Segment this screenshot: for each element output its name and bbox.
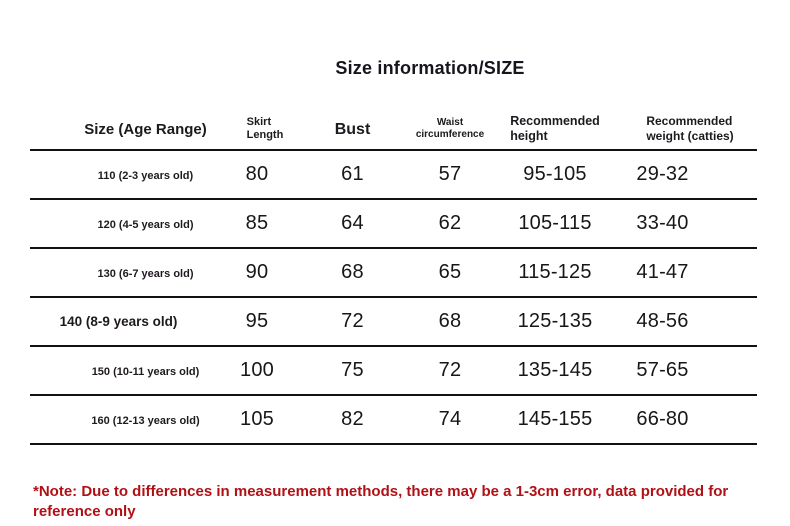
waist-cell: 62: [400, 199, 500, 249]
bust-cell: 64: [305, 199, 400, 249]
size-cell: 140 (8-9 years old): [30, 297, 225, 347]
table-row-130: 130 (6-7 years old) 90 68 65 115-125 41-…: [30, 248, 757, 298]
skirt-length-cell: 90: [225, 248, 305, 298]
measurement-note: *Note: Due to differences in measurement…: [33, 483, 729, 520]
waist-cell: 68: [400, 297, 500, 347]
weight-cell: 48-56: [610, 297, 757, 347]
skirt-length-cell: 105: [225, 395, 305, 445]
skirt-length-cell: 100: [225, 346, 305, 396]
weight-cell: 57-65: [610, 346, 757, 396]
column-header-bust: Bust: [305, 110, 400, 151]
size-cell: 160 (12-13 years old): [30, 395, 225, 445]
table-row-120: 120 (4-5 years old) 85 64 62 105-115 33-…: [30, 199, 757, 249]
waist-cell: 74: [400, 395, 500, 445]
size-table-body: 110 (2-3 years old) 80 61 57 95-105 29-3…: [30, 150, 757, 445]
height-cell: 115-125: [500, 248, 610, 298]
column-header-skirt-length: Skirt Length: [225, 110, 305, 151]
size-table: Size (Age Range) Skirt Length Bust: [30, 110, 757, 445]
column-header-size: Size (Age Range): [30, 110, 225, 151]
skirt-length-cell: 85: [225, 199, 305, 249]
weight-cell: 66-80: [610, 395, 757, 445]
page-title: Size information/SIZE: [335, 58, 525, 78]
bust-cell: 82: [305, 395, 400, 445]
size-table-header: Size (Age Range) Skirt Length Bust: [30, 110, 757, 151]
weight-cell: 41-47: [610, 248, 757, 298]
column-header-recommended-height: Recommended height: [500, 110, 610, 151]
size-cell: 110 (2-3 years old): [30, 150, 225, 200]
height-cell: 125-135: [500, 297, 610, 347]
skirt-length-cell: 80: [225, 150, 305, 200]
size-cell: 120 (4-5 years old): [30, 199, 225, 249]
table-row-110: 110 (2-3 years old) 80 61 57 95-105 29-3…: [30, 150, 757, 200]
column-header-waist: Waist circumference: [400, 110, 500, 151]
bust-cell: 61: [305, 150, 400, 200]
size-cell: 130 (6-7 years old): [30, 248, 225, 298]
waist-cell: 65: [400, 248, 500, 298]
height-cell: 105-115: [500, 199, 610, 249]
height-cell: 135-145: [500, 346, 610, 396]
weight-cell: 29-32: [610, 150, 757, 200]
column-header-recommended-weight: Recommended weight (catties): [610, 110, 757, 151]
waist-cell: 57: [400, 150, 500, 200]
size-cell: 150 (10-11 years old): [30, 346, 225, 396]
table-row-160: 160 (12-13 years old) 105 82 74 145-155 …: [30, 395, 757, 445]
bust-cell: 72: [305, 297, 400, 347]
header-row: Size (Age Range) Skirt Length Bust: [30, 110, 757, 151]
weight-cell: 33-40: [610, 199, 757, 249]
bust-cell: 75: [305, 346, 400, 396]
height-cell: 145-155: [500, 395, 610, 445]
height-cell: 95-105: [500, 150, 610, 200]
skirt-length-cell: 95: [225, 297, 305, 347]
table-row-140: 140 (8-9 years old) 95 72 68 125-135 48-…: [30, 297, 757, 347]
bust-cell: 68: [305, 248, 400, 298]
waist-cell: 72: [400, 346, 500, 396]
table-row-150: 150 (10-11 years old) 100 75 72 135-145 …: [30, 346, 757, 396]
